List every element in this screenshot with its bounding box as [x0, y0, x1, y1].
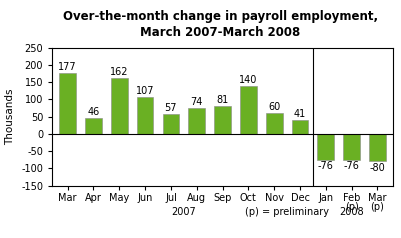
Text: 41: 41	[294, 109, 306, 119]
Text: 162: 162	[110, 67, 128, 77]
Text: 57: 57	[165, 103, 177, 113]
Text: 60: 60	[268, 102, 280, 112]
Bar	[318, 134, 334, 160]
Bar	[240, 86, 257, 134]
Text: -76: -76	[344, 161, 360, 171]
Bar	[292, 120, 308, 134]
Text: -76: -76	[318, 161, 334, 171]
Y-axis label: Thousands: Thousands	[6, 88, 16, 145]
Text: -80: -80	[370, 163, 385, 173]
Text: 81: 81	[217, 95, 229, 105]
Bar	[162, 114, 179, 134]
Text: 140: 140	[239, 74, 257, 84]
Text: 74: 74	[190, 97, 203, 107]
Text: (p) = preliminary: (p) = preliminary	[245, 207, 329, 217]
Bar	[111, 78, 128, 134]
Text: 177: 177	[58, 62, 77, 72]
Text: Over-the-month change in payroll employment,
March 2007-March 2008: Over-the-month change in payroll employm…	[63, 10, 378, 39]
Bar	[59, 73, 76, 134]
Text: 2008: 2008	[339, 207, 364, 217]
Bar	[137, 97, 154, 134]
Bar	[369, 134, 386, 162]
Text: 2007: 2007	[172, 207, 196, 217]
Text: 107: 107	[136, 86, 154, 96]
Text: 46: 46	[87, 107, 99, 117]
Bar	[343, 134, 360, 160]
Bar	[266, 113, 283, 134]
Bar	[214, 106, 231, 134]
Bar	[85, 118, 102, 134]
Bar	[188, 108, 205, 134]
